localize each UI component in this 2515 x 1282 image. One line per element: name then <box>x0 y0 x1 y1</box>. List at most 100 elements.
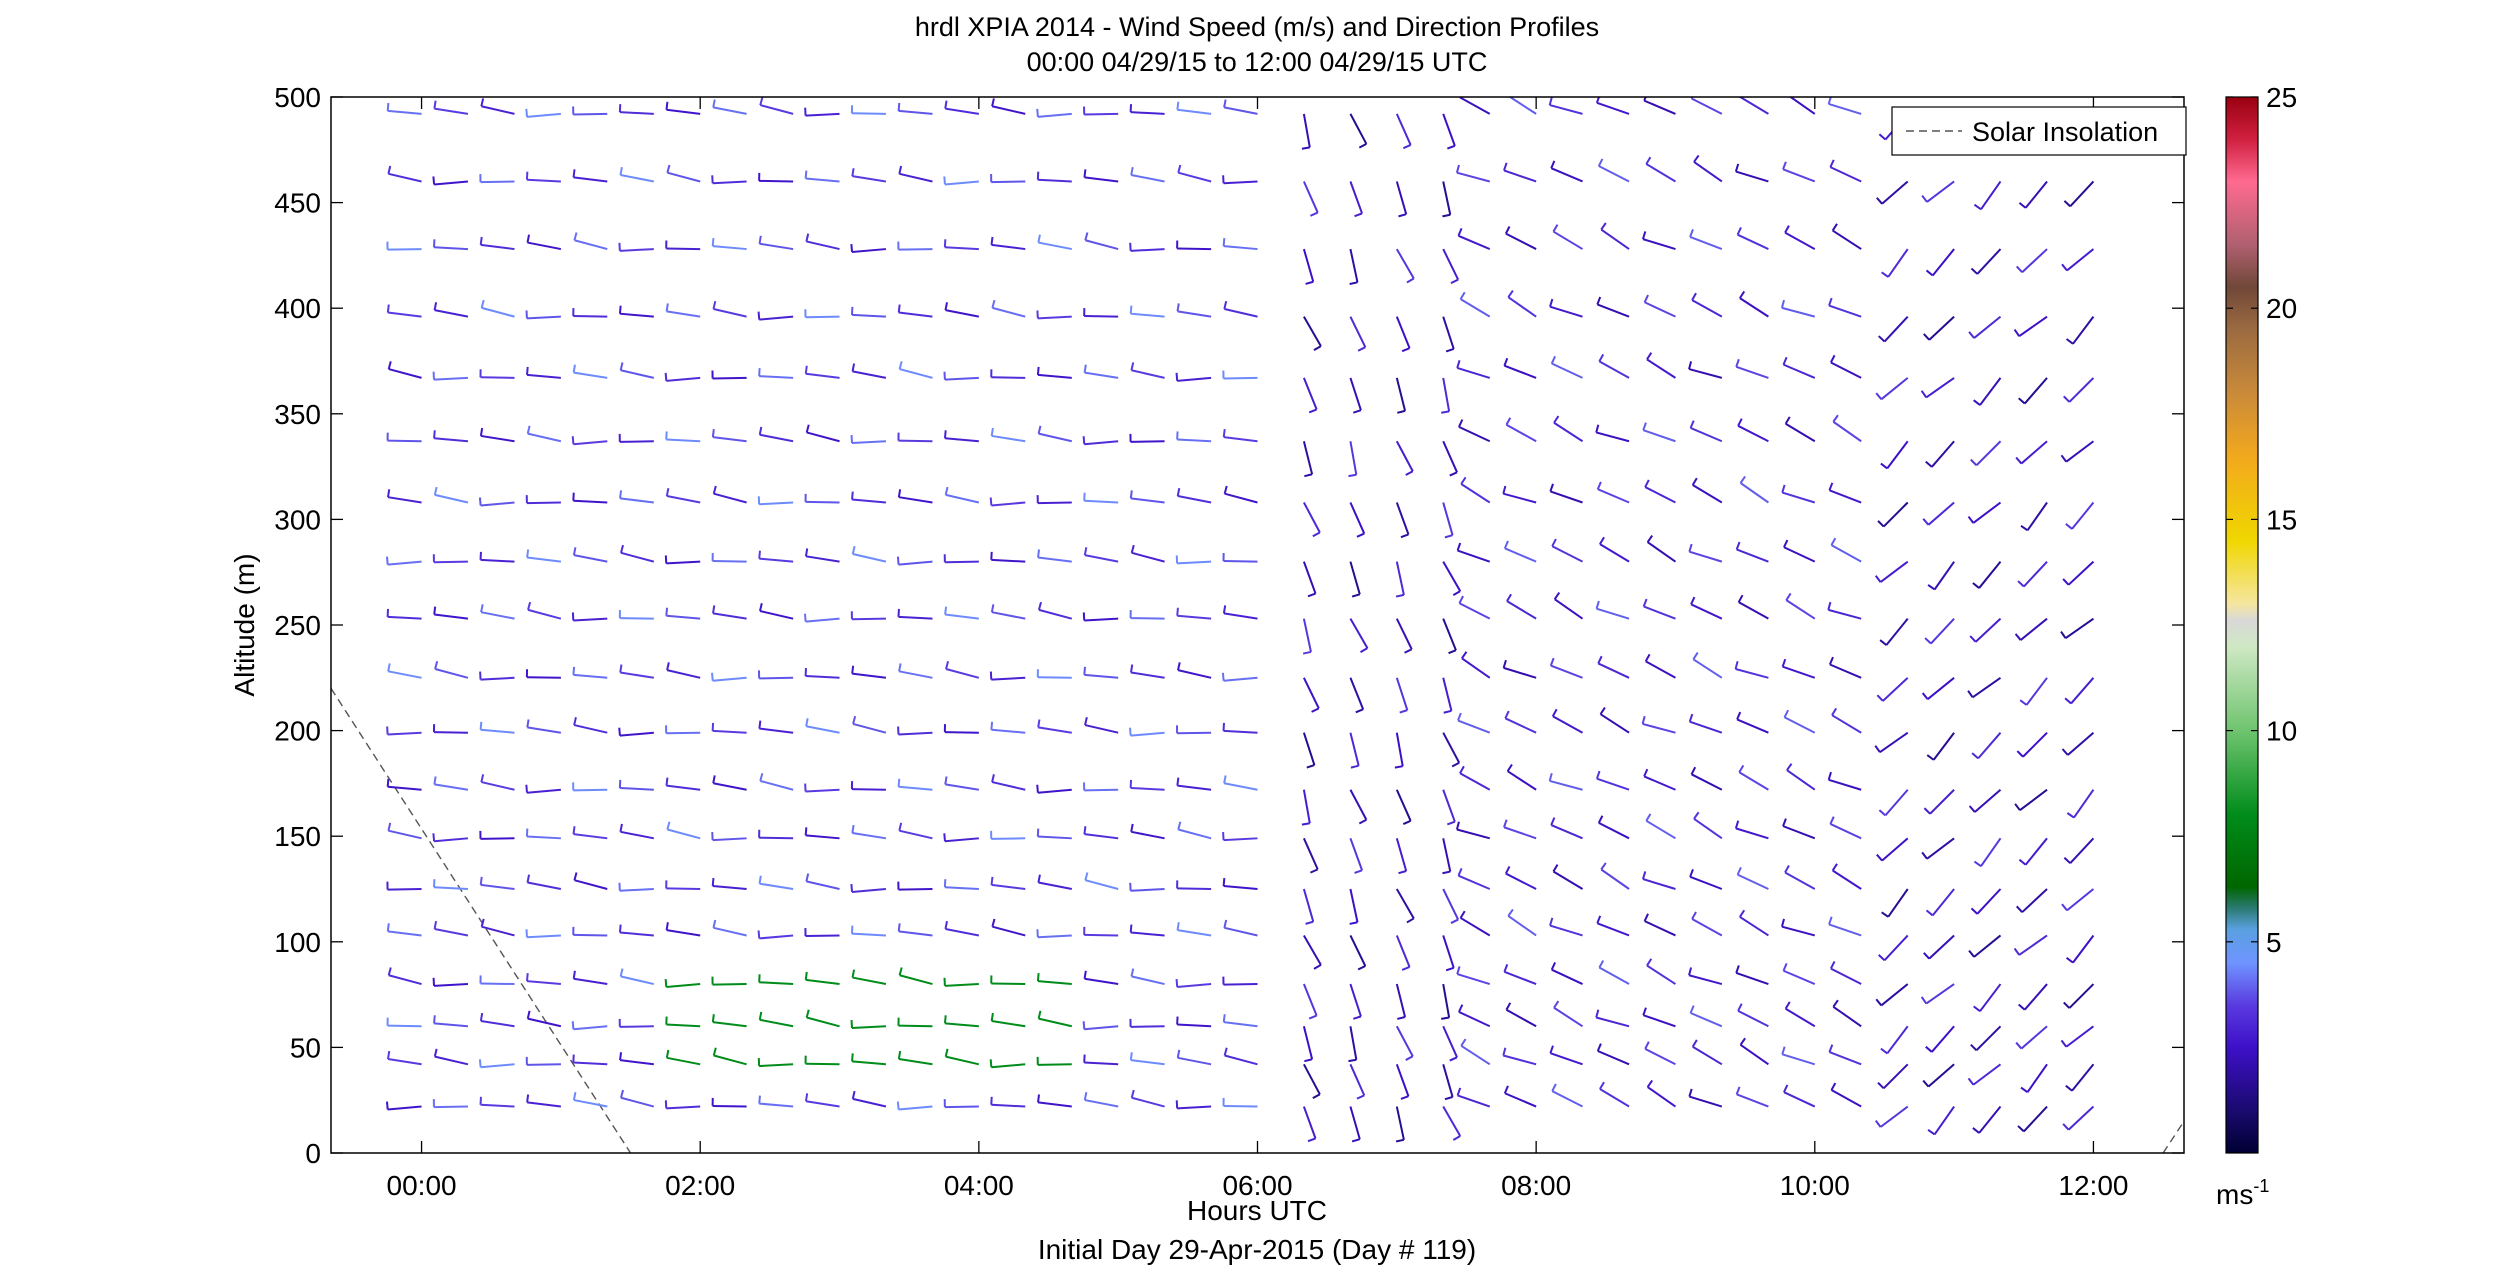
wind-barb-tick <box>1129 490 1133 499</box>
wind-barb-shaft <box>1503 169 1537 183</box>
wind-barb <box>525 669 561 679</box>
wind-barb-tick <box>387 165 392 175</box>
wind-barb <box>1827 771 1862 791</box>
wind-barb-tick <box>1781 484 1786 493</box>
wind-barb-shaft <box>1223 729 1258 734</box>
wind-barb-tick <box>1967 515 1975 524</box>
wind-barb-shaft <box>1880 983 1909 1007</box>
wind-barb <box>525 784 561 794</box>
wind-barb <box>2061 248 2095 272</box>
wind-barb <box>1553 1000 1584 1028</box>
wind-barb-shaft <box>898 1105 933 1111</box>
wind-barb-tick <box>1221 672 1225 681</box>
wind-barb-tick <box>896 556 900 565</box>
wind-barb <box>2015 440 2048 465</box>
wind-barb-shaft <box>851 248 887 254</box>
wind-barb <box>2015 248 2048 273</box>
wind-barb-shaft <box>898 731 933 736</box>
wind-barb-shaft <box>480 611 515 620</box>
wind-barb <box>1036 108 1072 118</box>
wind-barb <box>804 667 840 679</box>
wind-barb <box>1223 99 1258 115</box>
wind-barb-tick <box>1922 518 1930 526</box>
wind-barb <box>1688 361 1723 379</box>
wind-barb <box>2019 677 2048 706</box>
wind-barb-tick <box>712 1047 717 1056</box>
wind-barb-shaft <box>759 727 794 734</box>
wind-barb-tick <box>386 1050 391 1060</box>
wind-barb-shaft <box>1933 561 1955 591</box>
wind-barb <box>1551 538 1583 563</box>
wind-barb <box>1460 476 1491 504</box>
wind-barb-tick <box>1455 164 1460 173</box>
wind-barb-shaft <box>805 617 840 623</box>
wind-barb <box>850 434 886 445</box>
wind-barb <box>1827 601 1862 620</box>
wind-barb <box>1595 424 1630 443</box>
wind-barb-shaft <box>1928 315 1955 341</box>
wind-barb <box>1739 290 1769 318</box>
wind-barb-tick <box>1551 708 1558 717</box>
wind-barb-shaft <box>1782 168 1816 183</box>
wind-barb-shaft <box>1642 722 1676 734</box>
wind-barb <box>1644 479 1676 504</box>
wind-barb <box>433 1015 469 1028</box>
wind-barb <box>479 975 515 986</box>
wind-barb-shaft <box>1599 1088 1630 1108</box>
wind-barb <box>712 775 747 791</box>
wind-barb-tick <box>666 821 671 830</box>
wind-barb <box>1457 867 1491 890</box>
wind-barb <box>1925 888 1955 917</box>
wind-barb-shaft <box>1131 830 1165 840</box>
wind-barb <box>618 610 654 620</box>
wind-barb <box>1596 1043 1630 1066</box>
wind-barb-shaft <box>433 180 469 186</box>
wind-barb-tick <box>1130 544 1135 554</box>
wind-barb-shaft <box>1223 1104 1258 1108</box>
wind-barb <box>1506 763 1537 791</box>
wind-barb-tick <box>1176 922 1180 931</box>
colorbar-gradient <box>2225 96 2259 1154</box>
wind-barb-shaft <box>851 1060 887 1066</box>
wind-barb-tick <box>1395 1138 1405 1143</box>
wind-barb <box>1176 487 1212 504</box>
wind-barb-tick <box>1312 531 1321 538</box>
wind-barb-tick <box>1304 473 1313 478</box>
wind-barb <box>1222 553 1258 563</box>
wind-barb-shaft <box>1932 732 1955 761</box>
wind-barb-shaft <box>991 558 1026 563</box>
wind-barb-tick <box>1549 483 1554 492</box>
wind-barb <box>1441 983 1451 1020</box>
wind-barb-tick <box>850 883 854 893</box>
wind-barbs-layer <box>385 97 2095 1143</box>
colorbar-tick-label: 10 <box>2266 716 2297 747</box>
y-tick-label: 500 <box>274 82 321 113</box>
wind-barb-shaft <box>2024 180 2048 209</box>
wind-barb <box>480 604 515 620</box>
wind-barb-shaft <box>1459 602 1491 620</box>
wind-barb-shaft <box>1831 714 1862 734</box>
wind-barb-tick <box>571 436 575 445</box>
wind-barb <box>1832 414 1862 443</box>
wind-barb <box>896 556 933 566</box>
wind-barb <box>666 821 701 840</box>
wind-barb-shaft <box>1461 657 1491 679</box>
wind-barb <box>572 106 608 116</box>
wind-barb-shaft <box>1224 308 1258 318</box>
wind-barb-shaft <box>1038 241 1072 251</box>
wind-barb-tick <box>432 176 436 185</box>
wind-barb <box>1599 1081 1630 1108</box>
wind-barb <box>1036 973 1072 986</box>
wind-barb-shaft <box>573 1099 608 1108</box>
wind-barb-shaft <box>1931 440 1955 468</box>
wind-barb-tick <box>1923 952 1930 960</box>
wind-barb-shaft <box>2021 248 2048 273</box>
wind-barb-tick <box>1406 277 1415 284</box>
wind-barb <box>1457 228 1491 250</box>
wind-barb-shaft <box>1302 677 1320 709</box>
wind-barb-tick <box>1875 998 1883 1007</box>
wind-barb-tick <box>1357 965 1366 971</box>
wind-barb-shaft <box>1084 933 1119 937</box>
wind-barb-tick <box>1688 361 1693 370</box>
wind-barb-shaft <box>480 676 515 681</box>
